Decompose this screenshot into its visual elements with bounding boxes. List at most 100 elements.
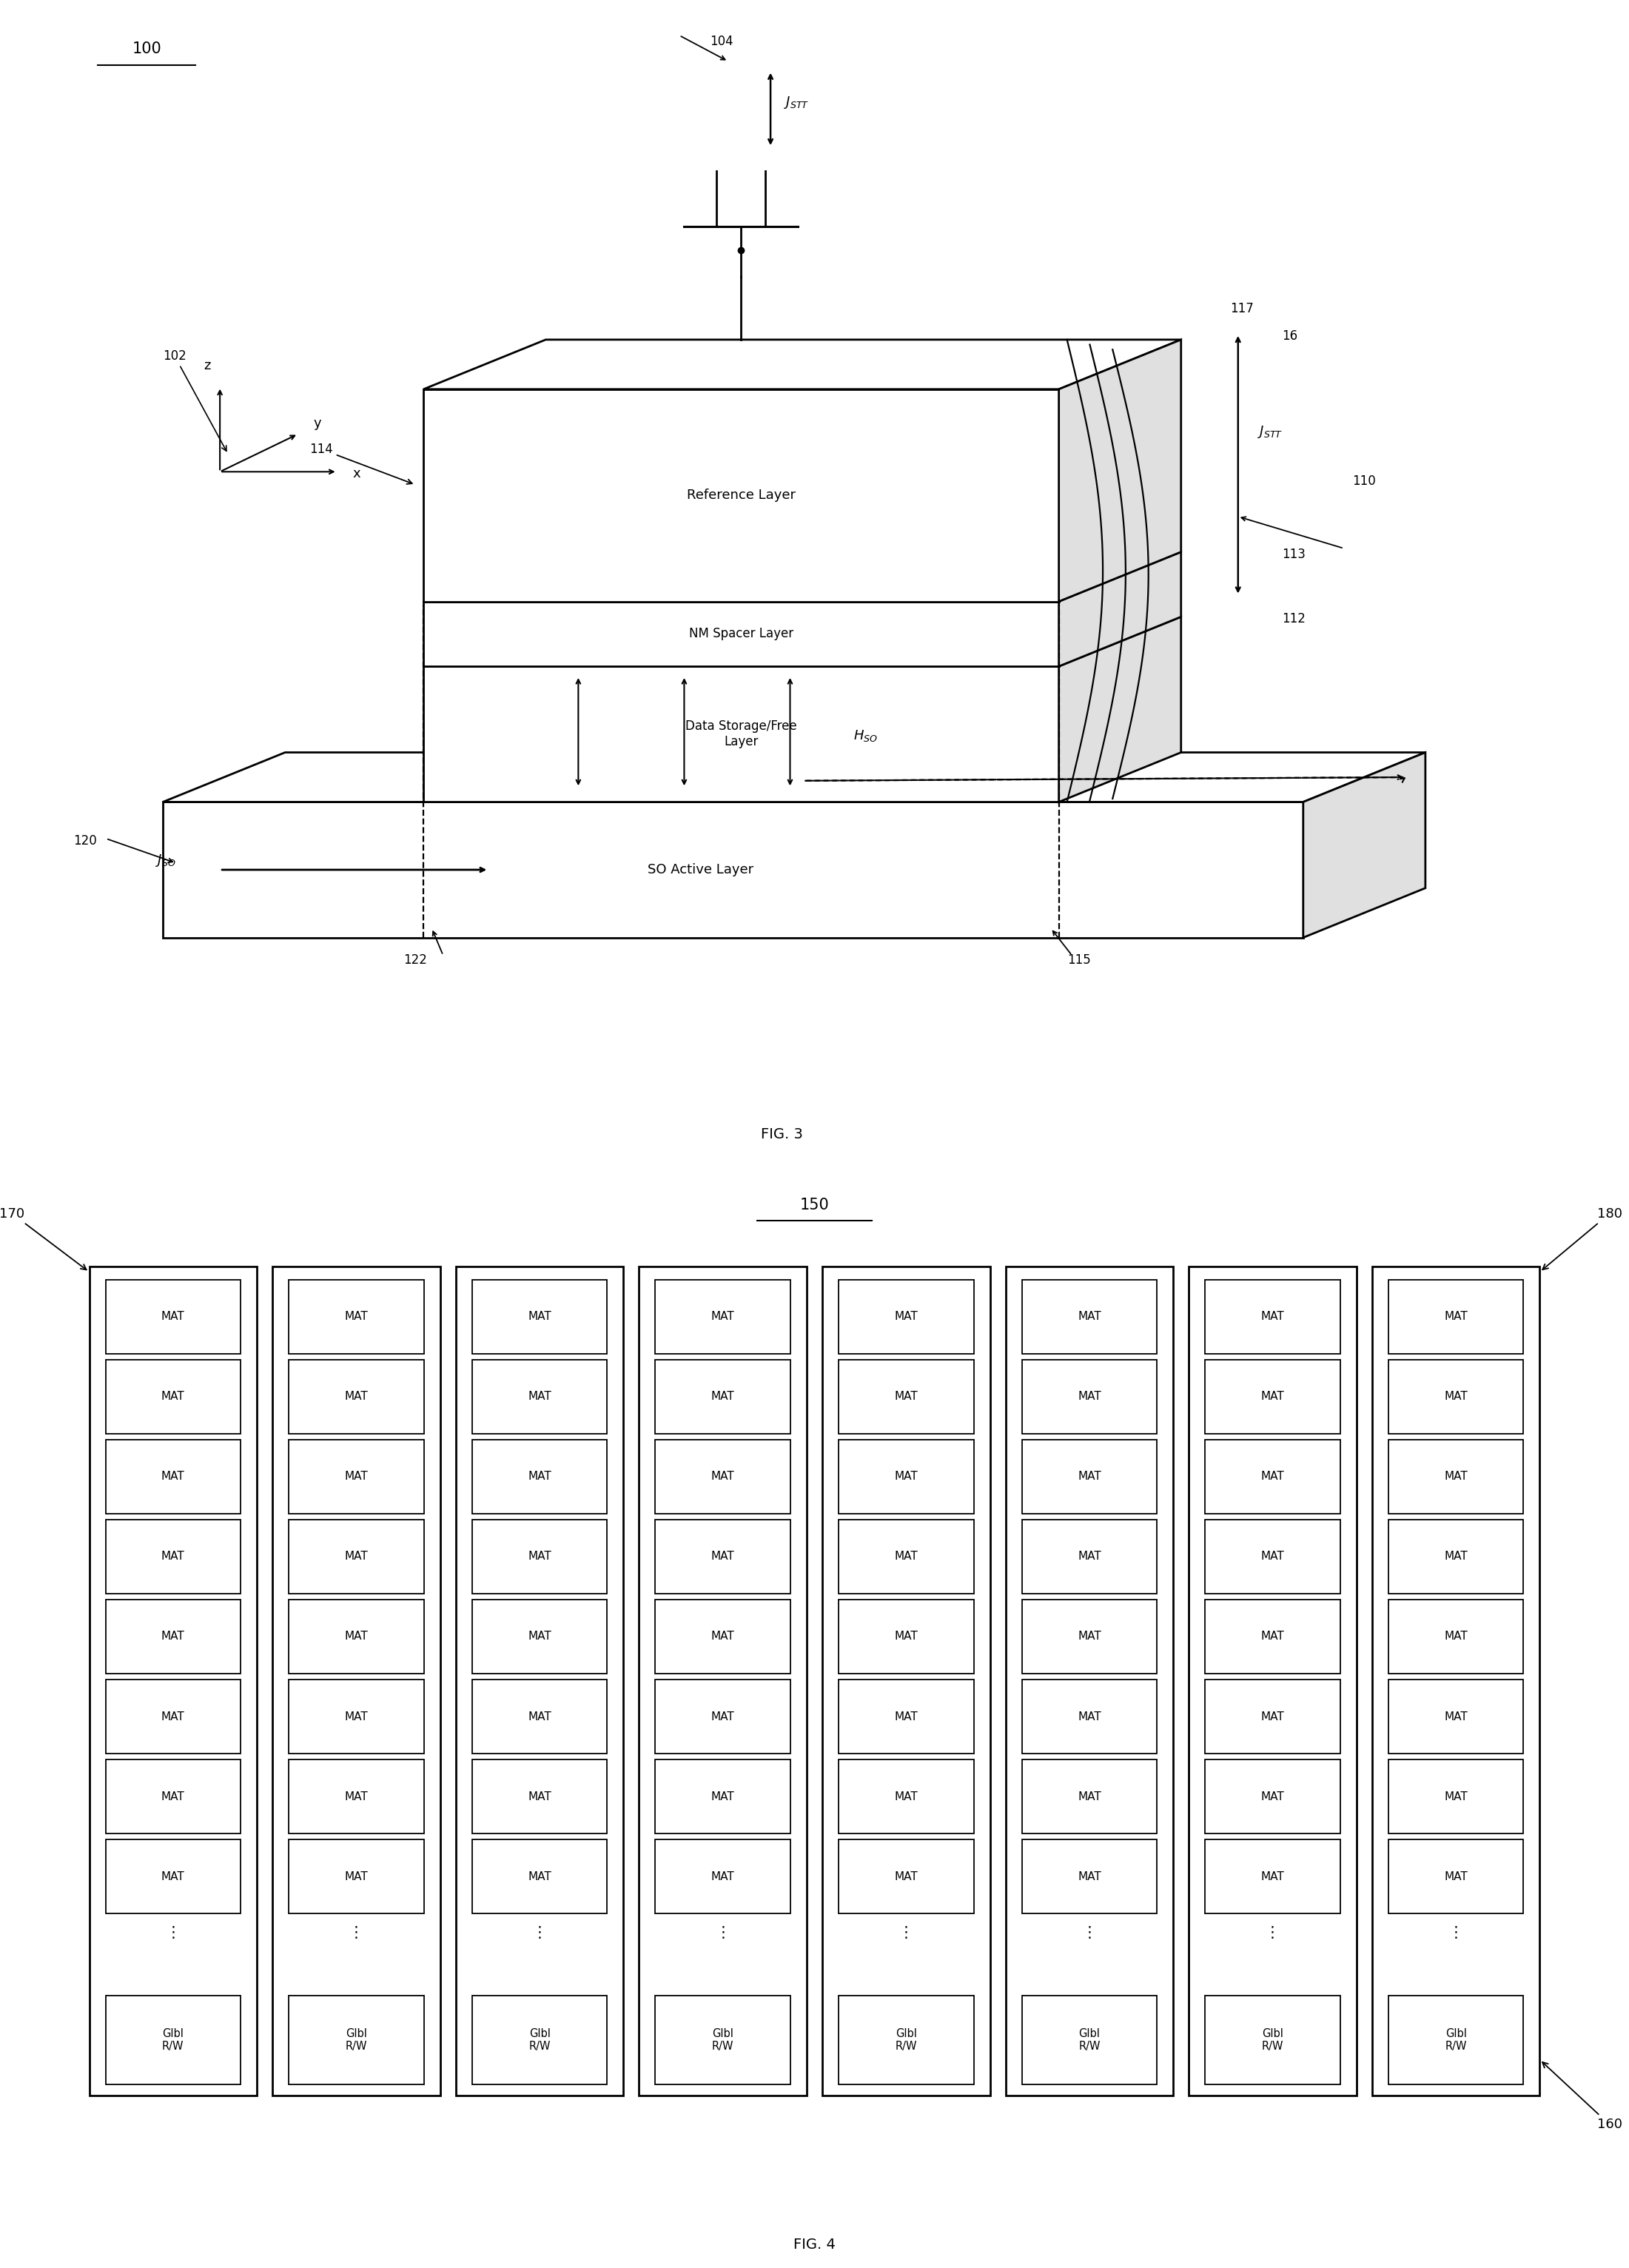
Text: MAT: MAT — [161, 1631, 184, 1642]
Polygon shape — [1005, 1266, 1173, 2096]
Polygon shape — [424, 601, 1059, 667]
Polygon shape — [1059, 551, 1181, 667]
Text: MAT: MAT — [712, 1390, 735, 1402]
Polygon shape — [1021, 1996, 1157, 2084]
Polygon shape — [1021, 1279, 1157, 1354]
Text: 104: 104 — [710, 34, 733, 48]
Polygon shape — [839, 1839, 974, 1914]
Polygon shape — [106, 1681, 241, 1753]
Text: MAT: MAT — [345, 1472, 368, 1481]
Polygon shape — [106, 1839, 241, 1914]
Text: MAT: MAT — [528, 1551, 551, 1563]
Polygon shape — [288, 1996, 424, 2084]
Text: MAT: MAT — [1261, 1551, 1284, 1563]
Text: MAT: MAT — [161, 1871, 184, 1882]
Polygon shape — [1205, 1440, 1341, 1513]
Polygon shape — [1388, 1996, 1523, 2084]
Polygon shape — [106, 1996, 241, 2084]
Text: ⋮: ⋮ — [1448, 1926, 1463, 1939]
Polygon shape — [472, 1599, 608, 1674]
Polygon shape — [1388, 1520, 1523, 1594]
Text: $H_{SO}$: $H_{SO}$ — [854, 728, 878, 744]
Text: MAT: MAT — [1078, 1311, 1101, 1322]
Text: ⋮: ⋮ — [349, 1926, 363, 1939]
Polygon shape — [1388, 1279, 1523, 1354]
Polygon shape — [106, 1520, 241, 1594]
Text: MAT: MAT — [161, 1390, 184, 1402]
Polygon shape — [1205, 1839, 1341, 1914]
Text: MAT: MAT — [345, 1710, 368, 1721]
Text: 170: 170 — [0, 1207, 86, 1270]
Polygon shape — [655, 1359, 790, 1433]
Polygon shape — [823, 1266, 990, 2096]
Polygon shape — [424, 390, 1059, 601]
Text: Glbl
R/W: Glbl R/W — [529, 2028, 551, 2053]
Polygon shape — [90, 1266, 257, 2096]
Polygon shape — [1205, 1681, 1341, 1753]
Polygon shape — [1021, 1359, 1157, 1433]
Polygon shape — [472, 1839, 608, 1914]
Text: MAT: MAT — [712, 1710, 735, 1721]
Polygon shape — [106, 1440, 241, 1513]
Text: MAT: MAT — [345, 1311, 368, 1322]
Text: MAT: MAT — [1261, 1792, 1284, 1803]
Text: MAT: MAT — [1445, 1390, 1468, 1402]
Polygon shape — [639, 1266, 806, 2096]
Text: MAT: MAT — [712, 1631, 735, 1642]
Text: Glbl
R/W: Glbl R/W — [1078, 2028, 1100, 2053]
Text: MAT: MAT — [528, 1472, 551, 1481]
Text: Glbl
R/W: Glbl R/W — [712, 2028, 733, 2053]
Polygon shape — [472, 1681, 608, 1753]
Text: 150: 150 — [800, 1198, 829, 1213]
Text: 110: 110 — [1352, 474, 1375, 488]
Polygon shape — [655, 1681, 790, 1753]
Polygon shape — [1205, 1279, 1341, 1354]
Text: MAT: MAT — [1261, 1631, 1284, 1642]
Text: NM Spacer Layer: NM Spacer Layer — [689, 628, 793, 640]
Polygon shape — [655, 1279, 790, 1354]
Polygon shape — [106, 1279, 241, 1354]
Text: MAT: MAT — [1261, 1871, 1284, 1882]
Text: 180: 180 — [1543, 1207, 1622, 1270]
Polygon shape — [1303, 753, 1425, 937]
Text: MAT: MAT — [894, 1792, 917, 1803]
Polygon shape — [472, 1359, 608, 1433]
Text: MAT: MAT — [1078, 1871, 1101, 1882]
Text: $J_{STT}$: $J_{STT}$ — [1258, 424, 1284, 440]
Text: SO Active Layer: SO Active Layer — [647, 864, 754, 875]
Polygon shape — [1388, 1359, 1523, 1433]
Polygon shape — [1059, 617, 1181, 803]
Text: MAT: MAT — [161, 1311, 184, 1322]
Text: Glbl
R/W: Glbl R/W — [1262, 2028, 1284, 2053]
Polygon shape — [472, 1996, 608, 2084]
Text: 117: 117 — [1230, 302, 1253, 315]
Polygon shape — [1205, 1359, 1341, 1433]
Polygon shape — [1205, 1520, 1341, 1594]
Text: MAT: MAT — [528, 1792, 551, 1803]
Polygon shape — [839, 1520, 974, 1594]
Polygon shape — [655, 1760, 790, 1833]
Polygon shape — [1205, 1996, 1341, 2084]
Polygon shape — [472, 1440, 608, 1513]
Text: MAT: MAT — [894, 1710, 917, 1721]
Polygon shape — [1388, 1839, 1523, 1914]
Text: 102: 102 — [163, 349, 226, 451]
Polygon shape — [839, 1760, 974, 1833]
Text: MAT: MAT — [1261, 1390, 1284, 1402]
Text: MAT: MAT — [1445, 1551, 1468, 1563]
Polygon shape — [288, 1440, 424, 1513]
Text: MAT: MAT — [345, 1390, 368, 1402]
Text: MAT: MAT — [1261, 1472, 1284, 1481]
Polygon shape — [839, 1279, 974, 1354]
Text: MAT: MAT — [528, 1390, 551, 1402]
Text: MAT: MAT — [1445, 1472, 1468, 1481]
Text: MAT: MAT — [1445, 1311, 1468, 1322]
Text: FIG. 4: FIG. 4 — [793, 2236, 836, 2252]
Text: MAT: MAT — [712, 1792, 735, 1803]
Text: MAT: MAT — [345, 1871, 368, 1882]
Polygon shape — [106, 1359, 241, 1433]
Polygon shape — [288, 1599, 424, 1674]
Text: MAT: MAT — [1078, 1710, 1101, 1721]
Polygon shape — [1021, 1760, 1157, 1833]
Text: MAT: MAT — [345, 1631, 368, 1642]
